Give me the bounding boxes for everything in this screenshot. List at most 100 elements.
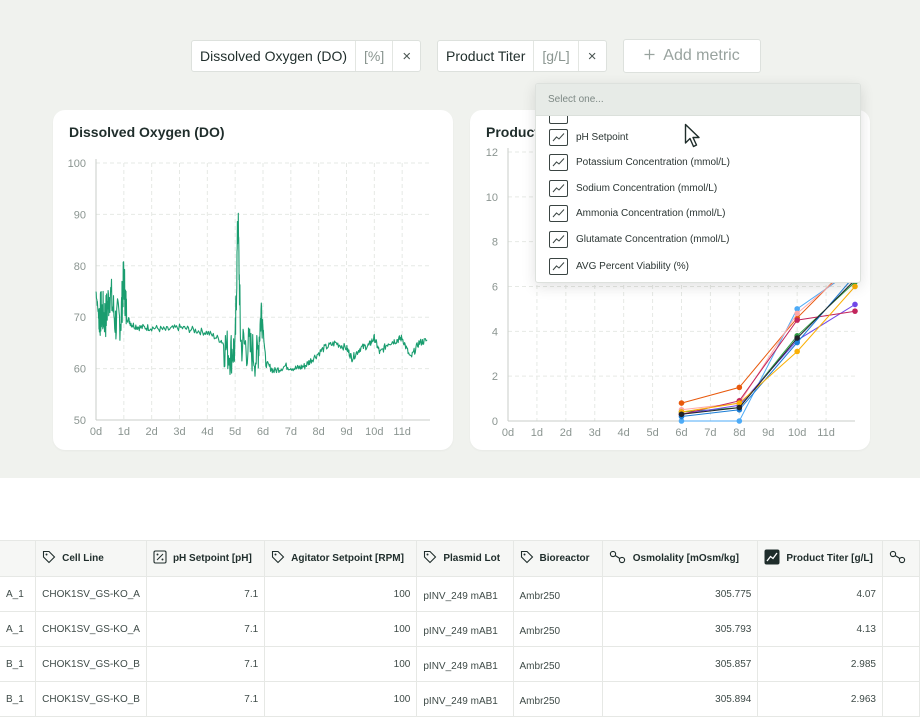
dropdown-item-ph-setpoint[interactable]: pH Setpoint: [536, 124, 860, 150]
plasmid-lot-cell[interactable]: pINV_249 mAB1: [416, 576, 514, 612]
row-id-cell[interactable]: A_1: [0, 576, 37, 612]
dropdown-item-ammonia[interactable]: Ammonia Concentration (mmol/L): [536, 200, 860, 226]
bioreactor-cell[interactable]: Ambr250: [513, 576, 603, 612]
row-id-cell[interactable]: A_1: [0, 611, 37, 647]
dropdown-item-avg-viability[interactable]: AVG Percent Viability (%): [536, 253, 860, 279]
dropdown-item-sodium[interactable]: Sodium Concentration (mmol/L): [536, 175, 860, 201]
column-header-run[interactable]: [0, 540, 37, 577]
table-row[interactable]: B_1 CHOK1SV_GS-KO_B 7.1 100 pINV_249 mAB1 Amb…: [0, 646, 920, 682]
x-tick-label: 11d: [817, 427, 835, 439]
next-cell[interactable]: [882, 646, 920, 682]
dropdown-item-label: Ammonia Concentration (mmol/L): [576, 207, 726, 219]
product-titer-cell[interactable]: 4.13: [757, 611, 883, 647]
next-cell[interactable]: [882, 681, 920, 717]
bioreactor-cell[interactable]: Ambr250: [513, 611, 603, 647]
table-row[interactable]: B_1 CHOK1SV_GS-KO_B 7.1 100 pINV_249 mAB1 Amb…: [0, 681, 920, 717]
ph-setpoint-cell[interactable]: 7.1: [146, 576, 266, 612]
column-header-plasmid-lot[interactable]: Plasmid Lot: [416, 540, 514, 577]
ph-setpoint-cell[interactable]: 7.1: [146, 681, 266, 717]
row-id-cell[interactable]: B_1: [0, 681, 37, 717]
titer-series-line: [681, 279, 856, 415]
osmolality-cell[interactable]: 305.857: [602, 646, 759, 682]
dropdown-item-label: Glutamate Concentration (mmol/L): [576, 233, 730, 245]
ph-setpoint-cell[interactable]: 7.1: [146, 611, 266, 647]
ph-setpoint-cell[interactable]: 7.1: [146, 646, 266, 682]
x-tick-label: 3d: [589, 427, 601, 439]
osmolality-cell[interactable]: 305.793: [602, 611, 759, 647]
table-row[interactable]: A_1 CHOK1SV_GS-KO_A 7.1 100 pINV_249 mAB1 Amb…: [0, 576, 920, 612]
titer-data-point: [736, 418, 743, 424]
osmolality-cell[interactable]: 305.775: [602, 576, 759, 612]
plasmid-lot-cell[interactable]: pINV_249 mAB1: [416, 611, 514, 647]
column-header-bioreactor[interactable]: Bioreactor: [513, 540, 603, 577]
next-cell[interactable]: [882, 611, 920, 647]
chart-title: Dissolved Oxygen (DO): [69, 124, 225, 140]
x-tick-label: 8d: [313, 426, 325, 438]
osmolality-cell[interactable]: 305.894: [602, 681, 759, 717]
product-titer-cell[interactable]: 4.07: [757, 576, 883, 612]
plus-icon: [644, 47, 655, 65]
agitator-setpoint-cell[interactable]: 100: [264, 646, 418, 682]
x-tick-label: 10d: [788, 427, 806, 439]
column-header-osmolality[interactable]: Osmolality [mOsm/kg]: [602, 540, 759, 577]
table-body: A_1 CHOK1SV_GS-KO_A 7.1 100 pINV_249 mAB1 Amb…: [0, 576, 920, 717]
row-id-cell[interactable]: B_1: [0, 646, 37, 682]
column-header-product-titer[interactable]: Product Titer [g/L]: [757, 540, 883, 577]
x-tick-label: 0d: [90, 426, 102, 438]
cell-line-cell[interactable]: CHOK1SV_GS-KO_B: [35, 646, 147, 682]
titer-series-line: [681, 286, 856, 413]
titer-data-point: [794, 335, 800, 341]
y-tick-label: 90: [74, 209, 86, 221]
cell-line-cell[interactable]: CHOK1SV_GS-KO_A: [35, 576, 147, 612]
x-tick-label: 5d: [646, 427, 658, 439]
filter-chip-name[interactable]: Dissolved Oxygen (DO): [200, 48, 348, 64]
x-tick-label: 5d: [229, 426, 241, 438]
y-tick-label: 6: [492, 282, 498, 294]
titer-data-point: [852, 283, 858, 290]
column-header-next[interactable]: [882, 540, 920, 577]
column-header-cell-line[interactable]: Cell Line: [35, 540, 147, 577]
plasmid-lot-cell[interactable]: pINV_249 mAB1: [416, 681, 514, 717]
x-tick-label: 10d: [365, 426, 383, 438]
trend-chart-icon: [549, 116, 568, 124]
bioreactor-cell[interactable]: Ambr250: [513, 681, 603, 717]
column-header-ph-setpoint[interactable]: pH Setpoint [pH]: [146, 540, 266, 577]
product-titer-cell[interactable]: 2.963: [757, 681, 883, 717]
remove-filter-button[interactable]: ×: [392, 41, 420, 71]
filter-chip-product-titer: Product Titer [g/L] ×: [437, 40, 607, 72]
metric-options-list[interactable]: pH Setpoint Potassium Concentration (mmo…: [536, 116, 860, 282]
x-tick-label: 2d: [146, 426, 158, 438]
agitator-setpoint-cell[interactable]: 100: [264, 576, 418, 612]
dropdown-item-glutamate[interactable]: Glutamate Concentration (mmol/L): [536, 226, 860, 252]
dropdown-item-partial[interactable]: [536, 116, 860, 128]
y-tick-label: 50: [74, 415, 86, 427]
agitator-setpoint-cell[interactable]: 100: [264, 611, 418, 647]
column-header-agitator-setpoint[interactable]: Agitator Setpoint [RPM]: [264, 540, 418, 577]
bioreactor-cell[interactable]: Ambr250: [513, 646, 603, 682]
cell-line-cell[interactable]: CHOK1SV_GS-KO_A: [35, 611, 147, 647]
cell-line-cell[interactable]: CHOK1SV_GS-KO_B: [35, 681, 147, 717]
x-tick-label: 9d: [762, 427, 774, 439]
dropdown-item-potassium[interactable]: Potassium Concentration (mmol/L): [536, 149, 860, 175]
y-tick-label: 100: [68, 158, 86, 170]
dropdown-item-label: AVG Percent Viability (%): [576, 260, 690, 272]
next-cell[interactable]: [882, 576, 920, 612]
table-row[interactable]: A_1 CHOK1SV_GS-KO_A 7.1 100 pINV_249 mAB1 Amb…: [0, 611, 920, 647]
dissolved-oxygen-chart: 50 60 70 80 90 100 0d 1d 2d 3d 4d 5d 6d 7d 8d 9d 10d 11d: [68, 158, 430, 438]
x-tick-label: 0d: [502, 427, 514, 439]
x-tick-label: 3d: [173, 426, 185, 438]
trend-chart-icon: [549, 128, 568, 146]
remove-filter-button[interactable]: ×: [577, 41, 606, 71]
x-tick-label: 6d: [257, 426, 269, 438]
filter-chip-name[interactable]: Product Titer: [446, 48, 526, 64]
y-tick-label: 2: [492, 371, 498, 383]
tag-icon: [42, 550, 56, 567]
dropdown-item-label: pH Setpoint: [576, 131, 629, 143]
add-metric-label: Add metric: [663, 47, 740, 64]
metric-search-input[interactable]: Select one...: [536, 84, 860, 116]
filter-chip-dissolved-oxygen: Dissolved Oxygen (DO) [%] ×: [191, 40, 422, 72]
agitator-setpoint-cell[interactable]: 100: [264, 681, 418, 717]
plasmid-lot-cell[interactable]: pINV_249 mAB1: [416, 646, 514, 682]
product-titer-cell[interactable]: 2.985: [757, 646, 883, 682]
add-metric-button[interactable]: Add metric: [623, 39, 761, 73]
